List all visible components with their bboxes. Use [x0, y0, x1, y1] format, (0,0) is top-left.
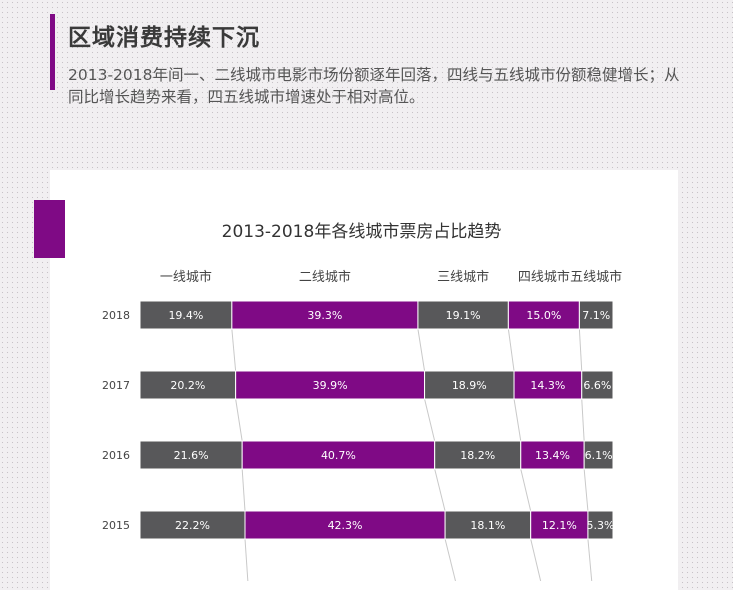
bar-segment	[235, 370, 426, 400]
bar-segment	[139, 370, 237, 400]
data-label: 19.1%	[446, 309, 481, 322]
legend-label: 五线城市	[570, 269, 622, 285]
data-label: 6.6%	[583, 379, 611, 392]
page-subtitle: 2013-2018年间一、二线城市电影市场份额逐年回落，四线与五线城市份额稳健增…	[68, 66, 680, 106]
data-label: 40.7%	[321, 449, 356, 462]
data-label: 5.3%	[586, 519, 614, 532]
bar-segment	[587, 510, 614, 540]
connector-line	[581, 398, 585, 442]
bar-segment	[530, 510, 589, 540]
bar-segment	[581, 370, 614, 400]
data-label: 39.3%	[307, 309, 342, 322]
title-accent-bar	[50, 14, 55, 90]
connector-line	[530, 538, 542, 581]
data-label: 18.2%	[460, 449, 495, 462]
legend-label: 四线城市	[518, 269, 570, 285]
connector-line	[587, 538, 593, 581]
y-axis-label: 2015	[102, 519, 130, 532]
connector-line	[241, 468, 246, 512]
connector-line	[444, 538, 456, 581]
data-label: 12.1%	[542, 519, 577, 532]
data-label: 7.1%	[582, 309, 610, 322]
page-title: 区域消费持续下沉	[68, 25, 260, 51]
legend-label: 一线城市	[160, 269, 212, 285]
data-label: 39.9%	[313, 379, 348, 392]
connector-line	[520, 468, 532, 512]
bar-segment	[434, 440, 522, 470]
data-label: 21.6%	[174, 449, 209, 462]
bar-segment	[231, 300, 419, 330]
bar-segment	[444, 510, 532, 540]
y-axis-label: 2016	[102, 449, 130, 462]
data-label: 13.4%	[535, 449, 570, 462]
bar-segment	[244, 510, 446, 540]
bar-segment	[241, 440, 436, 470]
bar-segment	[507, 300, 580, 330]
y-axis-label: 2017	[102, 379, 130, 392]
bar-segment	[139, 300, 233, 330]
bar-segment	[578, 300, 614, 330]
data-label: 15.0%	[526, 309, 561, 322]
connector-line	[231, 328, 237, 372]
data-label: 20.2%	[170, 379, 205, 392]
bar-segment	[513, 370, 583, 400]
data-label: 18.9%	[452, 379, 487, 392]
data-label: 6.1%	[585, 449, 613, 462]
connector-line	[578, 328, 583, 372]
data-label: 19.4%	[168, 309, 203, 322]
legend-label: 二线城市	[299, 269, 351, 285]
data-label: 42.3%	[328, 519, 363, 532]
card-accent-mark	[34, 200, 65, 258]
connector-line	[244, 538, 249, 581]
connector-line	[235, 398, 243, 442]
data-label: 14.3%	[530, 379, 565, 392]
data-label: 22.2%	[175, 519, 210, 532]
bar-segment	[520, 440, 585, 470]
connector-line	[417, 328, 426, 372]
bar-segment	[417, 300, 509, 330]
connector-line	[513, 398, 522, 442]
y-axis-label: 2018	[102, 309, 130, 322]
connector-line	[507, 328, 515, 372]
data-label: 18.1%	[470, 519, 505, 532]
connector-line	[424, 398, 436, 442]
bar-segment	[139, 440, 243, 470]
bar-segment	[424, 370, 515, 400]
connector-line	[583, 468, 589, 512]
bar-segment	[583, 440, 614, 470]
bar-segment	[139, 510, 246, 540]
chart-title: 2013-2018年各线城市票房占比趋势	[221, 222, 502, 242]
connector-line	[434, 468, 446, 512]
legend-label: 三线城市	[437, 269, 489, 285]
